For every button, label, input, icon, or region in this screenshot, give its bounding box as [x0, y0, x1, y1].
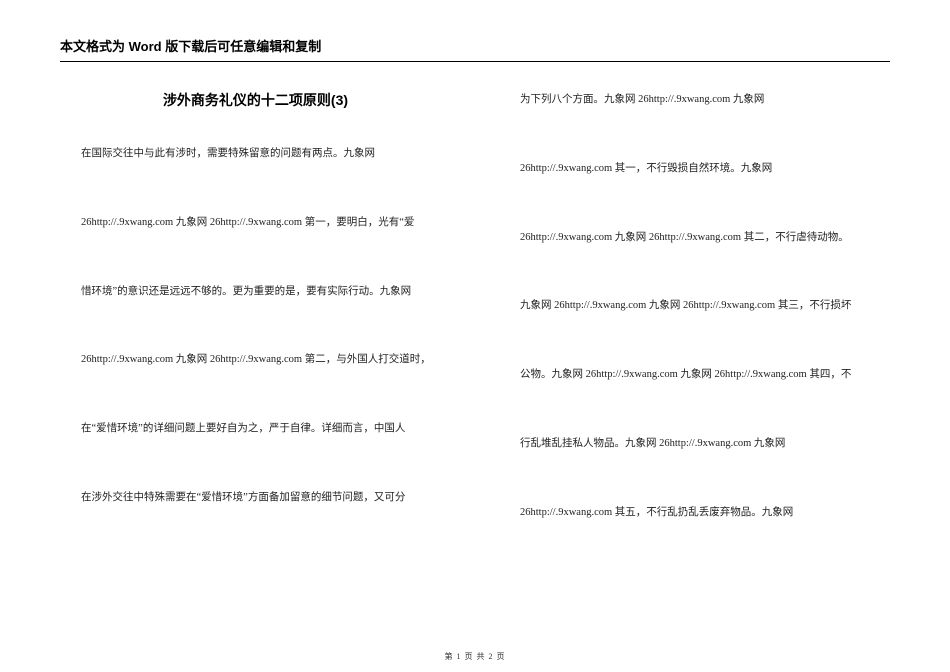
left-column: 涉外商务礼仪的十二项原则(3) 在国际交往中与此有涉时，需要特殊留意的问题有两点… — [60, 90, 451, 574]
paragraph: 26http://.9xwang.com 九象网 26http://.9xwan… — [499, 230, 890, 247]
right-column: 为下列八个方面。九象网 26http://.9xwang.com 九象网 26h… — [499, 90, 890, 574]
two-column-layout: 涉外商务礼仪的十二项原则(3) 在国际交往中与此有涉时，需要特殊留意的问题有两点… — [60, 90, 890, 574]
paragraph: 惜环境”的意识还是远远不够的。更为重要的是，要有实际行动。九象网 — [60, 284, 451, 301]
paragraph: 在国际交往中与此有涉时，需要特殊留意的问题有两点。九象网 — [60, 146, 451, 163]
header-notice: 本文格式为 Word 版下载后可任意编辑和复制 — [60, 36, 890, 62]
paragraph: 在涉外交往中特殊需要在“爱惜环境”方面备加留意的细节问题，又可分 — [60, 490, 451, 507]
page-footer: 第 1 页 共 2 页 — [0, 651, 950, 662]
document-title: 涉外商务礼仪的十二项原则(3) — [60, 90, 451, 110]
paragraph: 九象网 26http://.9xwang.com 九象网 26http://.9… — [499, 298, 890, 315]
paragraph: 在“爱惜环境”的详细问题上要好自为之，严于自律。详细而言，中国人 — [60, 421, 451, 438]
paragraph: 26http://.9xwang.com 其五，不行乱扔乱丢废弃物品。九象网 — [499, 505, 890, 522]
paragraph: 26http://.9xwang.com 九象网 26http://.9xwan… — [60, 352, 451, 369]
paragraph: 行乱堆乱挂私人物品。九象网 26http://.9xwang.com 九象网 — [499, 436, 890, 453]
paragraph: 为下列八个方面。九象网 26http://.9xwang.com 九象网 — [499, 92, 890, 109]
paragraph: 公物。九象网 26http://.9xwang.com 九象网 26http:/… — [499, 367, 890, 384]
document-page: 本文格式为 Word 版下载后可任意编辑和复制 涉外商务礼仪的十二项原则(3) … — [0, 0, 950, 574]
paragraph: 26http://.9xwang.com 其一，不行毁损自然环境。九象网 — [499, 161, 890, 178]
paragraph: 26http://.9xwang.com 九象网 26http://.9xwan… — [60, 215, 451, 232]
